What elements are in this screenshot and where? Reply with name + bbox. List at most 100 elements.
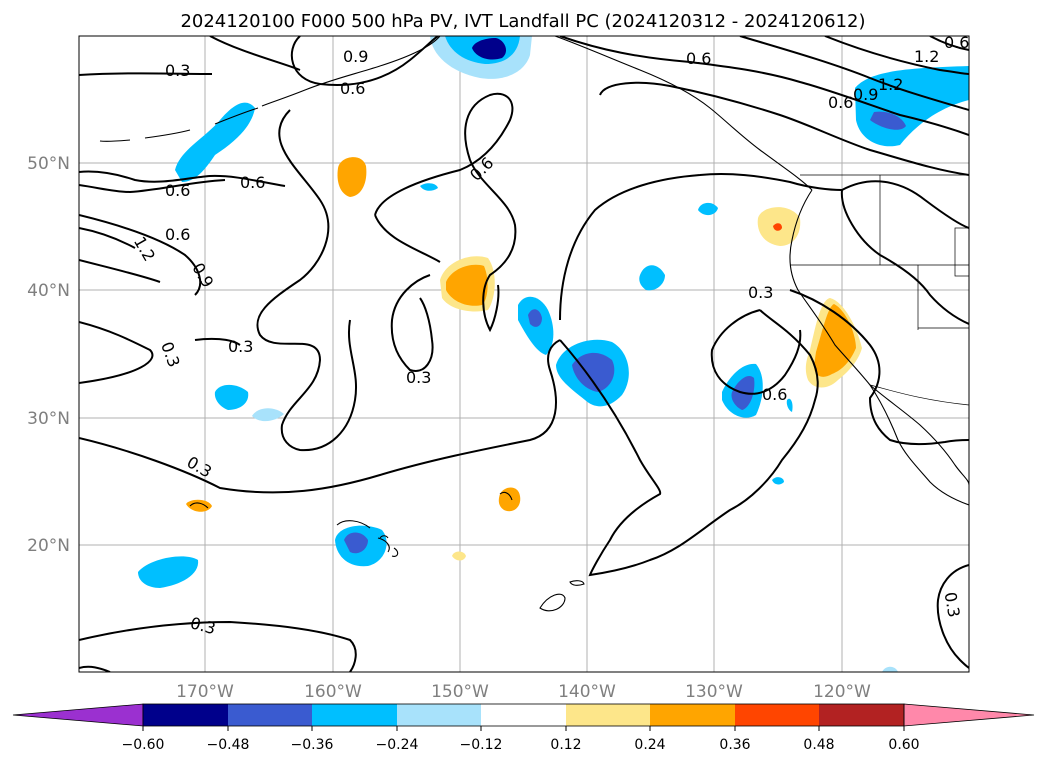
coastline-alaska-peninsula	[261, 36, 441, 107]
lat-label-30n: 30°N	[27, 409, 70, 429]
neg-anomaly-small-5	[882, 666, 898, 672]
contour-06-east	[710, 309, 802, 395]
colorbar-segment-7	[650, 704, 735, 726]
contour-03-south	[79, 339, 561, 494]
pos-anomaly-california-core	[814, 304, 856, 377]
neg-anomaly-southwest	[138, 556, 199, 588]
contour-09-west	[79, 259, 161, 283]
pos-anomaly-north	[337, 157, 367, 197]
contour-06-northeast	[559, 36, 969, 136]
map-layers: 0.3 0.6 0.9 0.6 0.6 0.9 1.2 1.2 0.6 0.6 …	[79, 33, 969, 672]
coastline-baja	[869, 384, 969, 486]
contour-label-0.6-f: 0.6	[165, 181, 190, 200]
coastline-hawaii	[336, 520, 399, 557]
contour-03-central	[256, 109, 357, 452]
contour-06-west-3	[79, 214, 202, 296]
colorbar-tick-label: −0.36	[291, 737, 334, 753]
colorbar-tick-labels: −0.60 −0.48 −0.36 −0.24 −0.12 0.12 0.24 …	[122, 737, 920, 753]
latitude-labels: 50°N 40°N 30°N 20°N	[27, 154, 70, 556]
contour-label-0.6-b: 0.6	[686, 49, 711, 68]
lat-label-50n: 50°N	[27, 154, 70, 174]
contour-label-0.3-h: 0.3	[941, 590, 964, 618]
colorbar-tick-label: 0.60	[888, 737, 919, 753]
colorbar-segment-4	[397, 704, 481, 726]
neg-anomaly-subtropic-1	[214, 384, 249, 410]
neg-anomaly-midlat	[639, 265, 665, 291]
contour-label-0.6-d: 0.6	[944, 33, 969, 52]
coastline-island-2	[569, 580, 585, 586]
neg-anomaly-aleutian	[175, 102, 255, 182]
colorbar-tick-label: 0.24	[634, 737, 665, 753]
colorbar: −0.60 −0.48 −0.36 −0.24 −0.12 0.12 0.24 …	[12, 703, 1035, 753]
contour-label-0.6-g: 0.6	[240, 173, 265, 192]
contour-label-0.6-a: 0.6	[340, 79, 365, 98]
contour-label-0.6-i: 0.6	[762, 385, 787, 404]
colorbar-tick-label: 0.12	[550, 737, 581, 753]
neg-anomaly-northeast-core	[870, 111, 906, 130]
contour-12-west	[79, 227, 136, 249]
neg-anomaly-small-2	[420, 183, 438, 191]
contour-label-0.3-a: 0.3	[165, 61, 190, 80]
pv-contours	[79, 36, 969, 672]
colorbar-frame	[142, 703, 905, 727]
colorbar-tick-label: −0.60	[122, 737, 165, 753]
colorbar-tick-label: −0.48	[207, 737, 250, 753]
contour-label-1.2-a: 1.2	[878, 75, 903, 94]
colorbar-tick-marks	[142, 726, 905, 731]
contour-03-sw-corner	[79, 665, 111, 672]
colorbar-tick-label: 0.48	[803, 737, 834, 753]
coastlines	[99, 36, 969, 612]
border-state-5	[954, 227, 969, 277]
contour-label-0.3-d: 0.3	[406, 368, 431, 387]
contour-12-ne	[824, 36, 969, 75]
pos-anomaly-central-core	[446, 264, 488, 306]
lon-label-130w: 130°W	[685, 682, 743, 702]
lon-label-120w: 120°W	[813, 682, 871, 702]
colorbar-segment-3	[312, 704, 397, 726]
neg-anomaly-small-4	[786, 398, 793, 412]
colorbar-segment-9	[819, 704, 904, 726]
neg-anomaly-central-1-core	[528, 309, 542, 327]
neg-anomaly-hawaii-core	[344, 532, 368, 554]
contour-03-mid	[194, 337, 241, 346]
neg-anomaly-small-3	[772, 477, 784, 485]
contour-06-gulf	[290, 36, 439, 86]
contour-label-0.3-c: 0.3	[228, 337, 253, 356]
contour-03-southeast	[936, 564, 969, 669]
lon-label-170w: 170°W	[176, 682, 234, 702]
coastline-island-3	[189, 502, 209, 509]
colorbar-tick-label: 0.36	[719, 737, 750, 753]
contour-03-east	[559, 309, 819, 577]
colorbar-segment-2	[228, 704, 312, 726]
contour-north-2	[209, 36, 301, 71]
contour-06-coast	[599, 81, 969, 176]
contour-03-central-2	[374, 214, 441, 372]
coastline-island-1	[539, 593, 566, 612]
colorbar-segment-5	[481, 704, 566, 726]
map-frame	[78, 35, 970, 673]
coastline-west-coast	[789, 189, 969, 506]
figure-title: 2024120100 F000 500 hPa PV, IVT Landfall…	[180, 11, 865, 32]
contour-03-west	[79, 321, 154, 384]
neg-anomaly-small-1	[698, 202, 718, 216]
contour-label-1.2-b: 1.2	[914, 47, 939, 66]
neg-anomaly-central-2-core	[572, 352, 615, 392]
colorbar-extend-high	[903, 703, 1035, 727]
contour-east-coast-2	[840, 189, 969, 325]
contour-label-0.9-b: 0.9	[853, 85, 878, 104]
colorbar-tick-label: −0.24	[376, 737, 419, 753]
pos-anomaly-south	[498, 487, 521, 512]
pos-anomaly-west	[186, 499, 212, 512]
coastline-island-5	[379, 535, 389, 539]
contour-09-ne	[739, 36, 969, 111]
neg-anomaly-gulf-max	[472, 38, 507, 60]
neg-anomaly-subtropic-2	[252, 408, 284, 422]
contour-03-north	[79, 72, 213, 76]
coastline-southeast-alaska	[554, 36, 813, 191]
contour-03-southwest	[79, 620, 357, 672]
colorbar-segment-8	[735, 704, 819, 726]
colorbar-extend-low	[12, 703, 144, 727]
contour-label-0.6-c: 0.6	[828, 93, 853, 112]
contour-06-central	[374, 92, 517, 333]
